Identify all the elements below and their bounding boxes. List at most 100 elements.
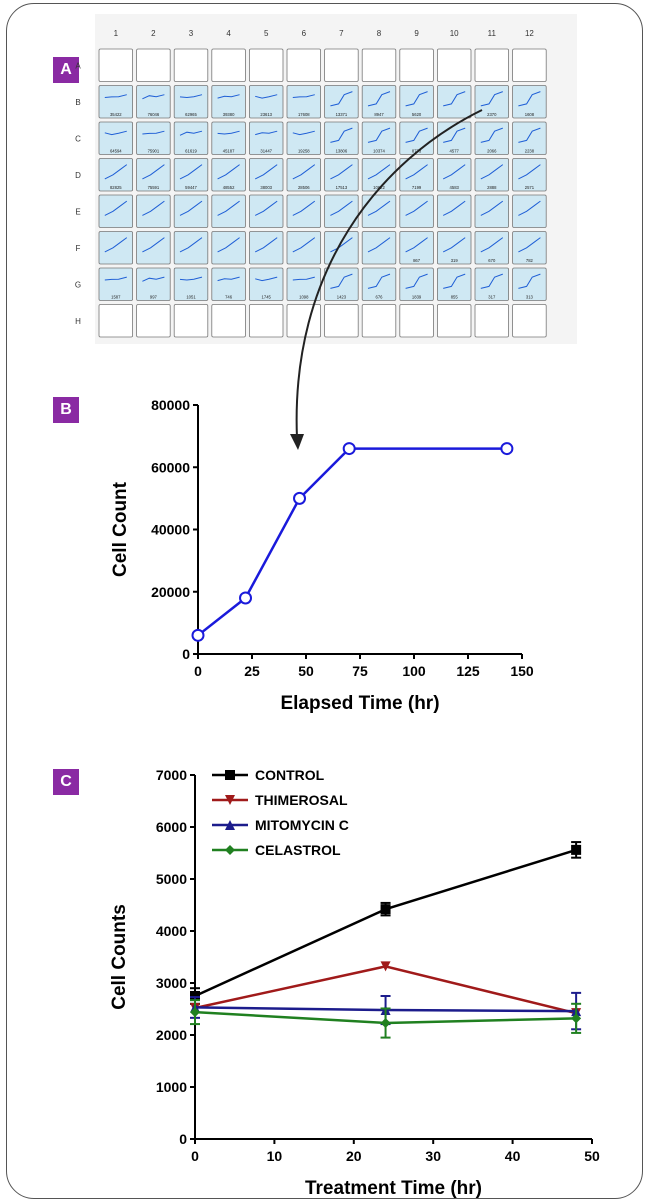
plate-well [136, 85, 171, 119]
plate-well [361, 304, 397, 338]
well-count-label: 17513 [336, 185, 348, 190]
well-growth-curve [104, 94, 127, 98]
plate-well [173, 85, 209, 119]
well-count-label: 1745 [262, 295, 272, 300]
well-growth-curve [480, 127, 503, 143]
plate-column-label: 6 [302, 29, 307, 38]
well-count-label: 313 [526, 295, 534, 300]
well-count-label: 8947 [374, 112, 384, 117]
plate-well [248, 121, 284, 155]
plate-column-label: 3 [189, 29, 194, 38]
plate-column-label: 11 [488, 29, 497, 38]
plate-well [286, 231, 321, 265]
well-growth-curve [480, 91, 503, 107]
well-count-label: 2238 [525, 149, 535, 154]
plate-well [286, 304, 321, 338]
well-growth-curve [255, 94, 278, 99]
well-count-label: 4577 [450, 149, 460, 154]
plate-well [211, 231, 246, 265]
plate-well [436, 304, 472, 338]
plate-well [324, 48, 359, 82]
plate-well [136, 231, 171, 265]
plate-well [474, 85, 509, 119]
well-count-label: 59447 [185, 185, 197, 190]
plate-well [136, 48, 171, 82]
plate-well [512, 85, 547, 119]
plate-well [98, 121, 133, 155]
well-growth-curve [179, 130, 203, 136]
plate-well [173, 121, 209, 155]
well-growth-curve [480, 200, 504, 216]
plate-row-label: G [75, 280, 81, 289]
plate-well [512, 304, 547, 338]
well-growth-curve [518, 164, 541, 180]
plate-row-label: E [75, 207, 80, 216]
well-growth-curve [104, 130, 127, 136]
plate-row-label: F [76, 244, 81, 253]
panel-label-b: B [53, 397, 79, 423]
plate-row-label: B [75, 98, 80, 107]
plate-well [136, 267, 171, 301]
well-count-label: 1098 [299, 295, 309, 300]
well-count-label: 23613 [260, 112, 272, 117]
well-growth-curve [405, 91, 428, 107]
plate-well [512, 48, 547, 82]
well-count-label: 1608 [525, 112, 535, 117]
well-count-label: 855 [451, 295, 459, 300]
well-count-label: 2571 [525, 185, 535, 190]
well-growth-curve [518, 91, 541, 107]
well-count-label: 39380 [223, 112, 235, 117]
plate-column-label: 10 [450, 29, 459, 38]
plate-well [98, 267, 133, 301]
well-growth-curve [443, 91, 466, 107]
well-count-label: 1839 [412, 295, 422, 300]
well-count-label: 76046 [148, 112, 160, 117]
plate-well [98, 194, 133, 228]
plate-well [361, 48, 397, 82]
plate-well [436, 85, 472, 119]
plate-well [136, 304, 171, 338]
well-count-label: 997 [150, 295, 158, 300]
well-growth-curve [518, 127, 541, 143]
well-growth-curve [480, 273, 503, 289]
well-count-label: 82825 [110, 185, 122, 190]
well-count-label: 10822 [373, 185, 385, 190]
plate-well [474, 194, 509, 228]
plate-row-label: H [75, 317, 81, 326]
well-growth-curve [104, 237, 128, 253]
plate-row-label: D [75, 171, 81, 180]
well-growth-curve [518, 200, 541, 216]
well-growth-curve [254, 237, 278, 253]
panel-label-c: C [53, 769, 79, 795]
well-count-label: 38003 [260, 185, 272, 190]
plate-row-label: A [75, 61, 81, 70]
well-growth-curve [518, 273, 541, 289]
well-count-label: 670 [488, 258, 496, 263]
well-count-label: 75591 [148, 185, 160, 190]
plate-column-label: 8 [377, 29, 382, 38]
plate-column-label: 4 [226, 29, 231, 38]
plate-well [474, 48, 509, 82]
plate-well [474, 304, 509, 338]
well-count-label: 317 [488, 295, 496, 300]
well-growth-curve [255, 276, 278, 282]
well-count-label: 319 [451, 258, 459, 263]
well-count-label: 867 [413, 258, 421, 263]
plate-well [248, 85, 284, 119]
well-growth-curve [217, 94, 240, 99]
plate-well [436, 48, 472, 82]
plate-column-label: 7 [339, 29, 344, 38]
plate-well [361, 194, 397, 228]
plate-well [324, 231, 359, 265]
plate-row-label: C [75, 134, 81, 143]
well-growth-curve [217, 276, 240, 282]
well-growth-curve [104, 200, 128, 216]
plate-well [173, 48, 209, 82]
well-count-label: 17608 [298, 112, 310, 117]
well-growth-curve [367, 91, 391, 107]
well-growth-curve [104, 164, 128, 180]
well-count-label: 61619 [185, 149, 197, 154]
plate-well [248, 48, 284, 82]
well-count-label: 2066 [487, 149, 497, 154]
